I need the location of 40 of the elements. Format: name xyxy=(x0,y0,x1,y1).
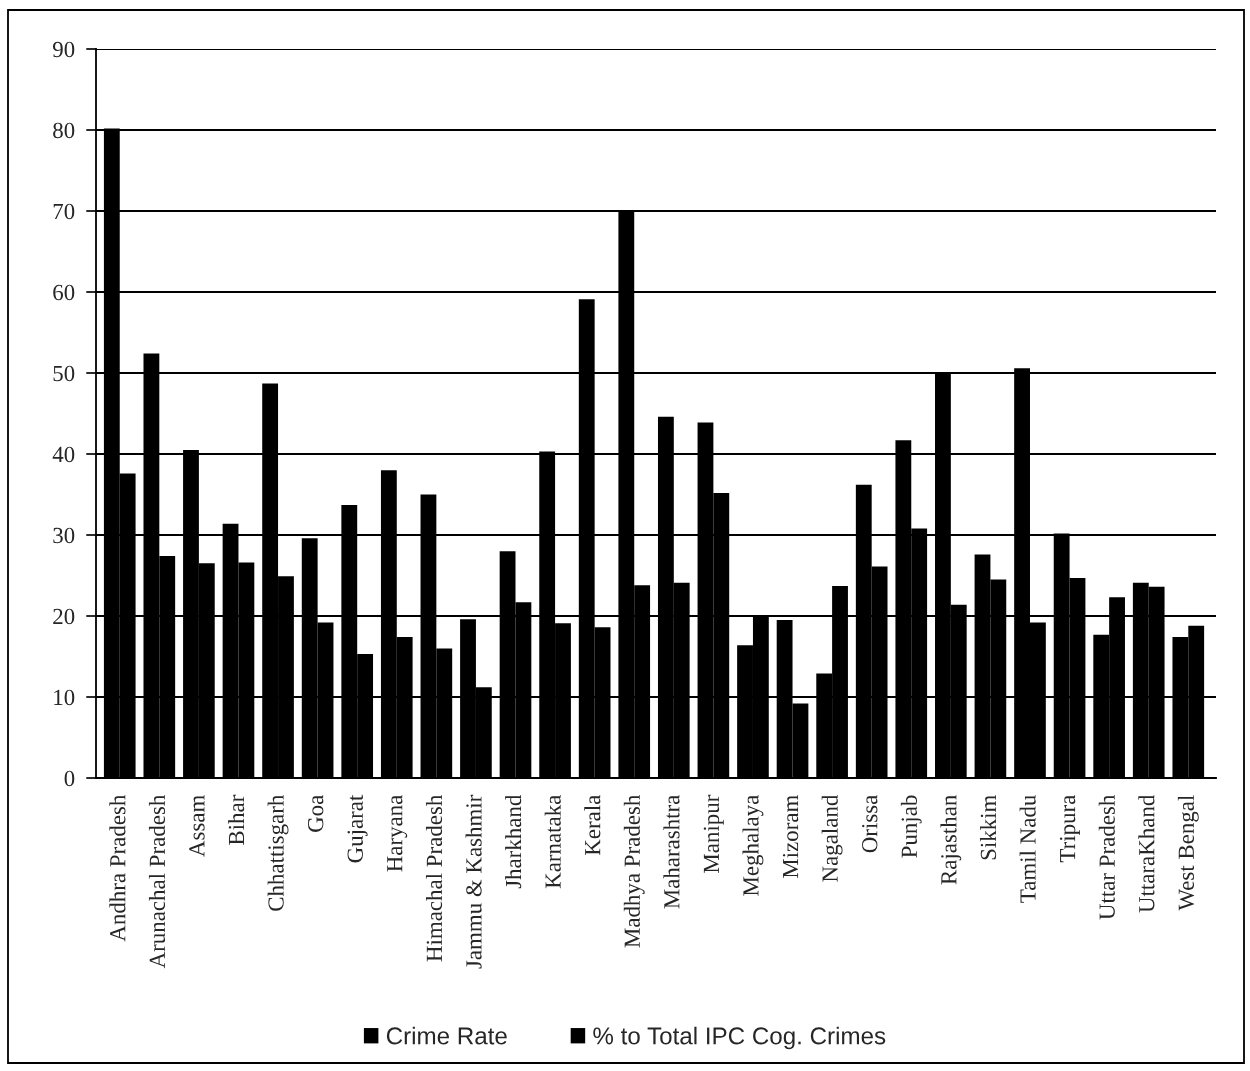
y-tick-label: 50 xyxy=(53,365,75,382)
x-tick-label: Sikkim xyxy=(980,795,997,860)
y-tick-label: 40 xyxy=(52,446,75,463)
legend-label: % to Total IPC Cog. Crimes xyxy=(593,1026,886,1050)
x-tick-label: Manipur xyxy=(703,794,724,873)
x-tick-label: West Bengal xyxy=(1177,795,1199,911)
x-tick-label: Andhra Pradesh xyxy=(109,794,126,942)
x-tick-label: Mizoram xyxy=(782,795,799,879)
x-tick-label: Kerala xyxy=(584,794,601,856)
x-tick-label: UttaraKhand xyxy=(1138,794,1155,913)
y-tick-label: 60 xyxy=(53,284,75,301)
y-tick-label: 30 xyxy=(53,527,75,544)
y-tick-label: 10 xyxy=(54,689,75,706)
legend-label: Crime Rate xyxy=(386,1026,507,1045)
x-tick-label: Tripura xyxy=(1059,794,1080,863)
x-tick-label: Chhattisgarh xyxy=(267,794,289,911)
x-tick-label: Assam xyxy=(189,795,205,857)
x-tick-label: Nagaland xyxy=(821,794,843,882)
x-tick-label: Haryana xyxy=(387,794,408,872)
x-tick-label: Orissa xyxy=(862,794,878,853)
x-tick-label: Bihar xyxy=(228,794,245,845)
x-tick-label: Jammu & Kashmir xyxy=(465,794,482,969)
x-tick-label: Uttar Pradesh xyxy=(1098,794,1115,920)
x-tick-label: Maharashtra xyxy=(663,794,680,909)
x-tick-label: Goa xyxy=(307,794,324,832)
x-tick-label: Punjab xyxy=(900,795,922,858)
x-tick-label: Tamil Nadu xyxy=(1019,795,1036,903)
x-tick-label: Madhya Pradesh xyxy=(623,794,645,948)
x-tick-label: Gujarat xyxy=(347,794,368,863)
y-tick-label: 80 xyxy=(53,122,75,139)
y-tick-label: 70 xyxy=(53,203,75,220)
y-tick-label: 90 xyxy=(52,41,75,58)
y-tick-label: 20 xyxy=(53,608,75,625)
x-tick-label: Himachal Pradesh xyxy=(425,794,443,962)
x-tick-label: Arunachal Pradesh xyxy=(148,794,166,969)
y-tick-label: 0 xyxy=(64,770,75,787)
x-tick-label: Meghalaya xyxy=(742,794,764,896)
x-tick-label: Jharkhand xyxy=(505,794,522,889)
x-tick-label: Rajasthan xyxy=(940,795,962,885)
x-tick-label: Karnataka xyxy=(544,794,561,889)
